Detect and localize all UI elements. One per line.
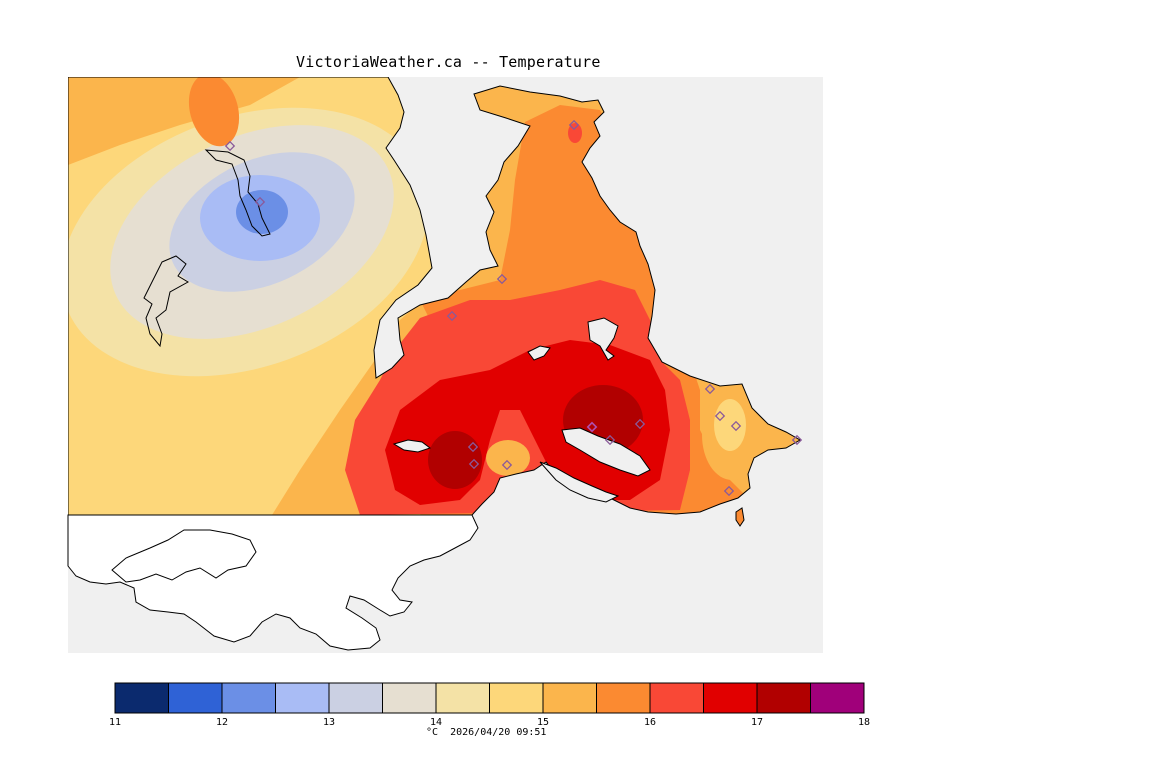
legend-swatch [328,682,383,714]
legend-tick-label: 18 [858,717,870,728]
legend-swatch [703,682,758,714]
temp-band-12-5 [236,190,288,234]
legend-swatch [810,682,865,714]
station-marker[interactable] [467,441,479,453]
harbour-inlet [561,427,651,477]
station-marker[interactable] [791,434,803,446]
lake-west [392,439,432,453]
legend-footer: °C 2026/04/20 09:51 [426,727,546,738]
station-marker[interactable] [723,485,735,497]
station-marker[interactable] [568,119,580,131]
legend-swatch [114,682,169,714]
legend-swatch [221,682,276,714]
legend-swatch [168,682,223,714]
inlet-north-lake [204,149,271,237]
legend-swatch [382,682,437,714]
station-marker[interactable] [224,140,236,152]
legend-swatch [596,682,651,714]
lake-east [587,317,619,361]
south-shore-inland [111,529,257,583]
legend-swatch [649,682,704,714]
temp-band-16-north-spot [568,123,582,143]
legend-unit: °C [426,727,439,738]
station-marker[interactable] [254,196,266,208]
temp-band-15-5-lobe [188,77,240,147]
color-scale-legend: 11 12 13 14 15 16 17 18 [109,682,870,728]
legend-timestamp: 2026/04/20 09:51 [450,727,547,738]
station-marker[interactable] [704,383,716,395]
station-marker[interactable] [496,273,508,285]
weather-stations [224,119,803,497]
station-marker[interactable] [634,418,646,430]
island-south [735,507,745,527]
legend-swatch [275,682,330,714]
harbour-south [539,461,620,503]
station-marker[interactable] [468,458,480,470]
legend-tick-label: 16 [644,717,656,728]
lake-mid [527,345,551,361]
temp-band-15-5-west [68,77,300,165]
station-marker[interactable] [446,310,458,322]
legend-tick-label: 11 [109,717,121,728]
station-marker[interactable] [604,434,616,446]
temp-band-17-5-west [428,431,482,489]
legend-tick-label: 17 [751,717,763,728]
temp-band-15-sidney [714,399,746,451]
station-marker[interactable] [730,420,742,432]
legend-swatch [542,682,597,714]
station-marker[interactable] [714,410,726,422]
station-marker[interactable] [586,421,598,433]
station-marker[interactable] [501,459,513,471]
legend-tick-label: 14 [430,717,442,728]
legend-tick-label: 13 [323,717,335,728]
legend-swatch [756,682,811,714]
map-title: VictoriaWeather.ca -- Temperature [296,53,601,71]
legend-swatch [435,682,490,714]
temp-band-15-5-cove [486,440,530,476]
legend-swatch [489,682,544,714]
inlet-west-arm [143,255,189,348]
legend-tick-label: 15 [537,717,549,728]
legend-tick-label: 12 [216,717,228,728]
